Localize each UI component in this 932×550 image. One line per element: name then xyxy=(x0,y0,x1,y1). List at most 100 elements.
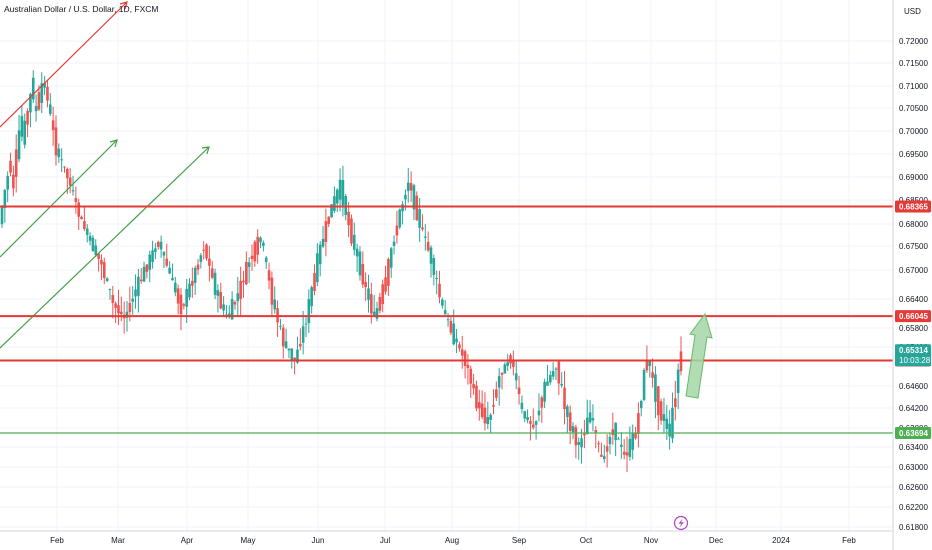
candle xyxy=(531,408,535,430)
candle xyxy=(102,257,106,285)
candle xyxy=(239,266,242,316)
candle xyxy=(97,253,100,272)
candle xyxy=(324,208,328,257)
candle xyxy=(441,297,444,309)
candle xyxy=(406,168,410,203)
candle xyxy=(438,270,441,304)
candle xyxy=(253,239,257,267)
green-channel-line-upper[interactable] xyxy=(0,139,118,258)
x-tick-label: Aug xyxy=(445,536,459,545)
event-marker[interactable] xyxy=(673,515,689,531)
candle xyxy=(179,288,183,331)
candle xyxy=(131,286,134,315)
last-price-value: 0.65314 xyxy=(899,346,928,355)
red-channel-line[interactable] xyxy=(0,1,128,128)
candle xyxy=(517,375,521,405)
candle xyxy=(174,276,177,297)
candle xyxy=(574,424,578,459)
candle xyxy=(14,134,18,193)
candle xyxy=(338,168,342,212)
candle xyxy=(17,114,21,163)
candle xyxy=(409,171,413,202)
candle xyxy=(568,405,572,445)
candle xyxy=(208,245,211,282)
candle xyxy=(159,235,163,258)
green-channel-arrowhead-lower xyxy=(201,146,210,155)
candle xyxy=(310,285,313,314)
candle xyxy=(602,444,606,463)
candle xyxy=(299,328,302,351)
candle xyxy=(111,285,115,319)
candle xyxy=(176,284,180,315)
candle xyxy=(512,350,515,376)
candle xyxy=(9,152,12,177)
candle xyxy=(210,260,214,280)
candle xyxy=(202,241,206,260)
candle xyxy=(341,165,345,217)
candle xyxy=(347,202,350,238)
candle xyxy=(472,374,475,395)
candle xyxy=(611,412,615,445)
candle xyxy=(398,208,402,230)
candle xyxy=(40,72,44,114)
y-tick-label: 0.70000 xyxy=(899,127,928,136)
symbol-title: Australian Dollar / U.S. Dollar, 1D, FXC… xyxy=(4,4,158,14)
currency-label[interactable]: USD xyxy=(904,7,921,16)
candle xyxy=(117,289,120,325)
candle xyxy=(665,405,669,441)
green-channel-line-lower[interactable] xyxy=(0,146,210,349)
candle xyxy=(71,175,75,196)
candle xyxy=(577,437,581,460)
candle xyxy=(534,420,538,440)
candle xyxy=(80,215,83,220)
candle xyxy=(94,239,98,257)
grid xyxy=(0,0,893,531)
candle xyxy=(26,108,29,138)
candle xyxy=(477,389,481,421)
candle xyxy=(486,401,490,430)
candle xyxy=(543,378,546,408)
candle xyxy=(46,79,49,108)
candle xyxy=(100,254,103,281)
candle xyxy=(475,380,478,412)
candle xyxy=(327,216,331,227)
candle xyxy=(29,92,32,128)
y-tick-label: 0.67500 xyxy=(899,242,928,251)
candle xyxy=(435,270,438,295)
time-axis[interactable]: Feb Mar Apr May Jun Jul Aug Sep Oct Nov Dec 2024 Feb xyxy=(50,536,856,545)
candle xyxy=(83,206,86,232)
candle xyxy=(287,348,291,359)
candle xyxy=(154,242,157,259)
x-tick-label: Sep xyxy=(512,536,527,545)
candle xyxy=(230,291,234,320)
y-tick-label: 0.72000 xyxy=(899,37,928,46)
svg-text:0.66045: 0.66045 xyxy=(899,312,928,321)
candle xyxy=(540,395,544,423)
x-tick-label: Nov xyxy=(644,536,658,545)
candle xyxy=(259,236,262,248)
candle xyxy=(168,261,171,274)
y-tick-label: 0.71000 xyxy=(899,82,928,91)
candle xyxy=(651,358,654,388)
projection-arrow[interactable] xyxy=(685,312,713,399)
candle xyxy=(594,426,598,449)
candle xyxy=(492,389,495,415)
candle xyxy=(284,328,288,350)
candle xyxy=(588,400,592,424)
candle xyxy=(88,232,92,246)
candle xyxy=(381,279,384,313)
candle xyxy=(659,398,663,425)
y-tick-label: 0.63000 xyxy=(899,463,928,472)
candle xyxy=(85,224,89,243)
candle xyxy=(264,255,268,269)
candle xyxy=(443,300,447,315)
green-channel-arrowhead-upper xyxy=(109,139,118,148)
candle xyxy=(537,393,541,422)
candle xyxy=(549,370,552,385)
candle xyxy=(145,263,149,279)
candle xyxy=(193,265,197,295)
candle xyxy=(242,271,245,298)
candle xyxy=(355,243,359,272)
candle xyxy=(171,263,174,281)
